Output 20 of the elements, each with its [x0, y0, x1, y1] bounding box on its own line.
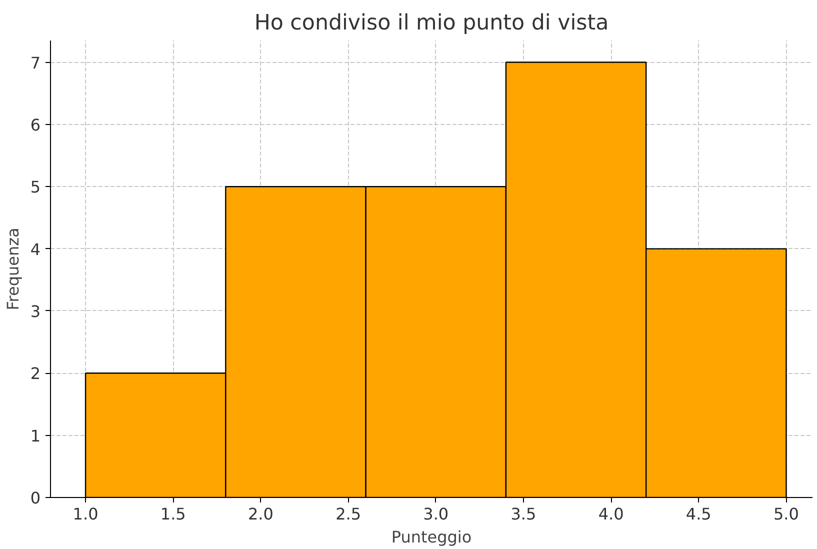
x-tick-label: 3.0 [423, 504, 449, 524]
y-tick-label: 4 [30, 240, 41, 259]
x-axis-title: Punteggio [391, 528, 472, 546]
y-tick-label: 2 [30, 364, 41, 384]
y-tick-label: 3 [30, 302, 41, 321]
x-tick-label: 4.0 [598, 504, 624, 524]
x-tick-label: 2.0 [248, 504, 274, 524]
x-tick-label: 2.5 [336, 504, 362, 524]
x-tick-label: 5.0 [774, 504, 799, 524]
y-tick-label: 5 [30, 178, 41, 197]
chart-title: Ho condiviso il mio punto di vista [254, 10, 609, 36]
y-tick-label: 0 [30, 488, 41, 508]
x-tick-label: 1.0 [72, 504, 98, 524]
y-tick-label: 7 [30, 53, 41, 72]
y-axis-title: Frequenza [3, 228, 22, 310]
y-tick-label: 6 [30, 115, 41, 134]
x-tick-label: 1.5 [160, 504, 186, 524]
x-tick-label: 4.5 [686, 504, 712, 524]
y-tick-label: 1 [30, 426, 41, 446]
x-tick-label: 3.5 [510, 504, 536, 524]
